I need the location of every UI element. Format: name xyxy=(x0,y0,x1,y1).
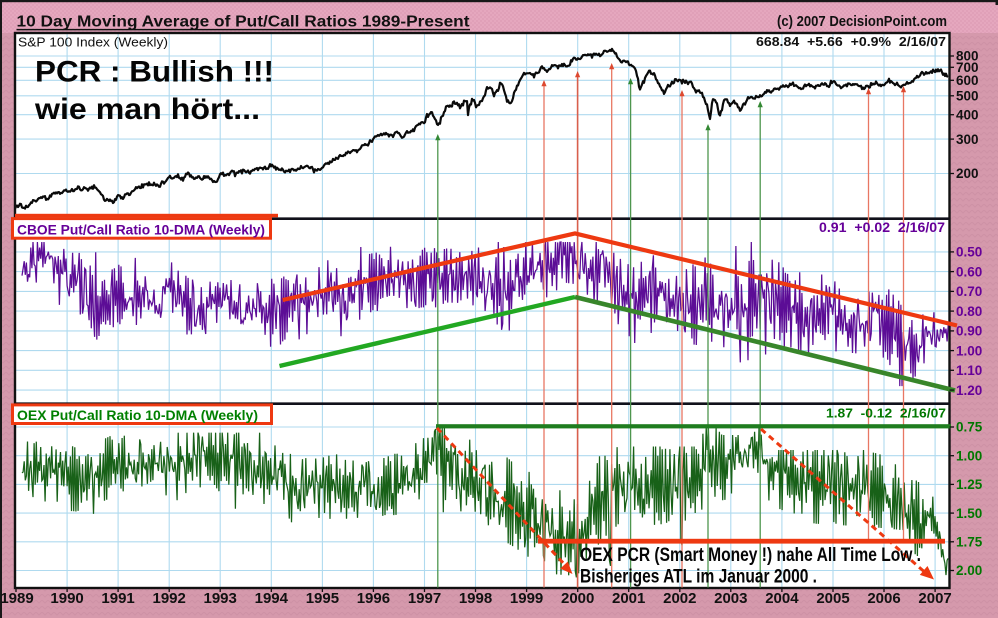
svg-text:Bisheriges ATL im Januar 2000: Bisheriges ATL im Januar 2000 . xyxy=(580,567,817,588)
svg-text:2001: 2001 xyxy=(612,590,645,607)
svg-text:1.75: 1.75 xyxy=(956,535,983,550)
svg-text:1999: 1999 xyxy=(510,590,543,607)
svg-text:1.00: 1.00 xyxy=(956,343,982,358)
svg-text:500: 500 xyxy=(956,89,979,104)
svg-text:1993: 1993 xyxy=(204,590,237,607)
svg-text:CBOE Put/Call Ratio 10-DMA (We: CBOE Put/Call Ratio 10-DMA (Weekly) xyxy=(17,222,265,237)
svg-text:2.00: 2.00 xyxy=(956,563,982,578)
svg-text:400: 400 xyxy=(956,107,979,122)
svg-text:1990: 1990 xyxy=(50,590,83,607)
svg-text:1.25: 1.25 xyxy=(956,477,983,492)
svg-text:700: 700 xyxy=(956,60,979,75)
svg-text:2003: 2003 xyxy=(714,590,747,607)
svg-text:(c) 2007 DecisionPoint.com: (c) 2007 DecisionPoint.com xyxy=(777,14,947,30)
svg-text:600: 600 xyxy=(956,73,979,88)
svg-text:0.91 +0.02 2/16/07: 0.91 +0.02 2/16/07 xyxy=(819,220,945,235)
svg-text:0.80: 0.80 xyxy=(956,304,982,319)
svg-text:2002: 2002 xyxy=(663,590,696,607)
svg-text:0.70: 0.70 xyxy=(956,284,982,299)
svg-text:0.90: 0.90 xyxy=(956,324,982,339)
svg-text:OEX Put/Call Ratio 10-DMA (Wee: OEX Put/Call Ratio 10-DMA (Weekly) xyxy=(17,408,258,423)
svg-text:1.20: 1.20 xyxy=(956,383,982,398)
svg-text:1991: 1991 xyxy=(101,590,134,607)
svg-text:200: 200 xyxy=(956,166,979,181)
svg-text:PCR : Bullish !!!: PCR : Bullish !!! xyxy=(35,56,274,89)
svg-text:1998: 1998 xyxy=(459,590,492,607)
svg-text:1.10: 1.10 xyxy=(956,363,982,378)
svg-text:2006: 2006 xyxy=(867,590,900,607)
svg-text:1994: 1994 xyxy=(255,590,289,607)
svg-text:300: 300 xyxy=(956,132,979,147)
svg-text:1996: 1996 xyxy=(357,590,390,607)
svg-text:1.87 -0.12 2/16/07: 1.87 -0.12 2/16/07 xyxy=(826,406,946,421)
svg-text:2005: 2005 xyxy=(816,590,849,607)
svg-text:1992: 1992 xyxy=(153,590,186,607)
svg-text:0.50: 0.50 xyxy=(956,245,982,260)
svg-text:1989: 1989 xyxy=(0,590,33,607)
svg-text:OEX PCR (Smart Money !) nahe A: OEX PCR (Smart Money !) nahe All Time Lo… xyxy=(580,545,921,566)
svg-text:1995: 1995 xyxy=(306,590,339,607)
svg-text:1.00: 1.00 xyxy=(956,448,982,463)
svg-text:10 Day Moving Average of Put/C: 10 Day Moving Average of Put/Call Ratios… xyxy=(17,14,470,31)
svg-text:S&P 100 Index (Weekly): S&P 100 Index (Weekly) xyxy=(18,35,168,50)
svg-text:wie man hört...: wie man hört... xyxy=(34,93,260,126)
svg-text:668.84 +5.66 +0.9% 2/16/07: 668.84 +5.66 +0.9% 2/16/07 xyxy=(756,34,946,49)
svg-text:0.75: 0.75 xyxy=(956,420,983,435)
svg-text:0.60: 0.60 xyxy=(956,264,982,279)
svg-text:2004: 2004 xyxy=(765,590,799,607)
svg-text:800: 800 xyxy=(956,49,979,64)
svg-text:1997: 1997 xyxy=(408,590,441,607)
svg-text:1.50: 1.50 xyxy=(956,506,982,521)
svg-text:2007: 2007 xyxy=(918,590,951,607)
svg-text:2000: 2000 xyxy=(561,590,594,607)
